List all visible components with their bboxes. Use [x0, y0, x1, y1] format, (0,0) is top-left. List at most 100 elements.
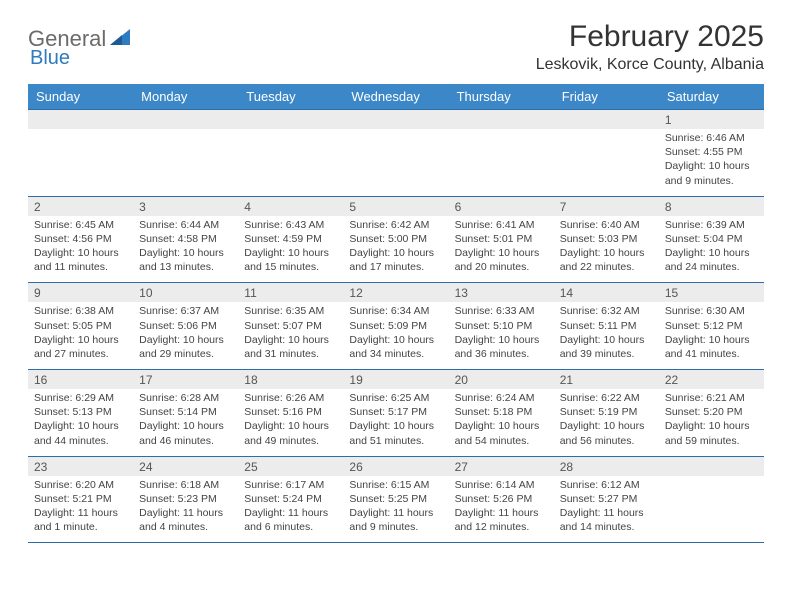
daylight-text-2: and 17 minutes. — [349, 260, 442, 274]
sunrise-text: Sunrise: 6:29 AM — [34, 391, 127, 405]
sunrise-text: Sunrise: 6:26 AM — [244, 391, 337, 405]
day-number: 28 — [554, 457, 659, 476]
day-cell — [28, 129, 133, 196]
sunset-text: Sunset: 5:07 PM — [244, 319, 337, 333]
sunset-text: Sunset: 5:00 PM — [349, 232, 442, 246]
day-number: 15 — [659, 283, 764, 302]
day-number-row: 9101112131415 — [28, 283, 764, 302]
day-cell: Sunrise: 6:43 AMSunset: 4:59 PMDaylight:… — [238, 216, 343, 283]
day-cell: Sunrise: 6:35 AMSunset: 5:07 PMDaylight:… — [238, 302, 343, 369]
sunset-text: Sunset: 5:14 PM — [139, 405, 232, 419]
daylight-text-2: and 29 minutes. — [139, 347, 232, 361]
day-number: 19 — [343, 370, 448, 389]
sunset-text: Sunset: 4:56 PM — [34, 232, 127, 246]
daylight-text-2: and 59 minutes. — [665, 434, 758, 448]
sunset-text: Sunset: 5:23 PM — [139, 492, 232, 506]
page-header: General February 2025 Leskovik, Korce Co… — [28, 20, 764, 74]
day-number — [449, 110, 554, 129]
day-number: 3 — [133, 197, 238, 216]
daylight-text-2: and 51 minutes. — [349, 434, 442, 448]
day-header-tue: Tuesday — [238, 84, 343, 109]
day-cell — [238, 129, 343, 196]
sunset-text: Sunset: 5:27 PM — [560, 492, 653, 506]
daylight-text-1: Daylight: 10 hours — [349, 246, 442, 260]
day-number — [238, 110, 343, 129]
daylight-text-2: and 46 minutes. — [139, 434, 232, 448]
daylight-text-2: and 44 minutes. — [34, 434, 127, 448]
daylight-text-1: Daylight: 10 hours — [560, 419, 653, 433]
day-cell: Sunrise: 6:20 AMSunset: 5:21 PMDaylight:… — [28, 476, 133, 543]
sunrise-text: Sunrise: 6:18 AM — [139, 478, 232, 492]
sunrise-text: Sunrise: 6:21 AM — [665, 391, 758, 405]
sunset-text: Sunset: 4:58 PM — [139, 232, 232, 246]
daylight-text-1: Daylight: 11 hours — [455, 506, 548, 520]
day-header-thu: Thursday — [449, 84, 554, 109]
day-cell: Sunrise: 6:46 AMSunset: 4:55 PMDaylight:… — [659, 129, 764, 196]
day-cell: Sunrise: 6:12 AMSunset: 5:27 PMDaylight:… — [554, 476, 659, 543]
day-number: 10 — [133, 283, 238, 302]
sunset-text: Sunset: 4:55 PM — [665, 145, 758, 159]
daylight-text-2: and 31 minutes. — [244, 347, 337, 361]
daylight-text-1: Daylight: 10 hours — [560, 333, 653, 347]
sunrise-text: Sunrise: 6:34 AM — [349, 304, 442, 318]
daylight-text-2: and 22 minutes. — [560, 260, 653, 274]
daylight-text-1: Daylight: 11 hours — [34, 506, 127, 520]
daylight-text-2: and 20 minutes. — [455, 260, 548, 274]
day-cell: Sunrise: 6:45 AMSunset: 4:56 PMDaylight:… — [28, 216, 133, 283]
day-number: 12 — [343, 283, 448, 302]
calendar-page: General February 2025 Leskovik, Korce Co… — [0, 0, 792, 563]
day-number: 17 — [133, 370, 238, 389]
day-cell: Sunrise: 6:33 AMSunset: 5:10 PMDaylight:… — [449, 302, 554, 369]
calendar-week: 9101112131415Sunrise: 6:38 AMSunset: 5:0… — [28, 283, 764, 370]
sunset-text: Sunset: 5:06 PM — [139, 319, 232, 333]
sunrise-text: Sunrise: 6:42 AM — [349, 218, 442, 232]
day-number: 25 — [238, 457, 343, 476]
day-number: 26 — [343, 457, 448, 476]
calendar-week: 2345678Sunrise: 6:45 AMSunset: 4:56 PMDa… — [28, 197, 764, 284]
day-number: 8 — [659, 197, 764, 216]
sunrise-text: Sunrise: 6:39 AM — [665, 218, 758, 232]
daylight-text-2: and 15 minutes. — [244, 260, 337, 274]
day-number — [343, 110, 448, 129]
sunrise-text: Sunrise: 6:45 AM — [34, 218, 127, 232]
calendar-week: 1Sunrise: 6:46 AMSunset: 4:55 PMDaylight… — [28, 109, 764, 197]
sunrise-text: Sunrise: 6:12 AM — [560, 478, 653, 492]
day-data-row: Sunrise: 6:29 AMSunset: 5:13 PMDaylight:… — [28, 389, 764, 456]
day-number: 6 — [449, 197, 554, 216]
day-cell: Sunrise: 6:18 AMSunset: 5:23 PMDaylight:… — [133, 476, 238, 543]
daylight-text-2: and 49 minutes. — [244, 434, 337, 448]
sunset-text: Sunset: 5:11 PM — [560, 319, 653, 333]
day-number: 23 — [28, 457, 133, 476]
day-cell: Sunrise: 6:17 AMSunset: 5:24 PMDaylight:… — [238, 476, 343, 543]
daylight-text-2: and 27 minutes. — [34, 347, 127, 361]
day-cell: Sunrise: 6:41 AMSunset: 5:01 PMDaylight:… — [449, 216, 554, 283]
sunset-text: Sunset: 5:04 PM — [665, 232, 758, 246]
day-cell: Sunrise: 6:42 AMSunset: 5:00 PMDaylight:… — [343, 216, 448, 283]
logo-sail-icon — [108, 27, 132, 52]
sunset-text: Sunset: 5:17 PM — [349, 405, 442, 419]
sunset-text: Sunset: 5:03 PM — [560, 232, 653, 246]
daylight-text-1: Daylight: 10 hours — [244, 333, 337, 347]
month-title: February 2025 — [536, 20, 764, 54]
day-number-row: 232425262728 — [28, 457, 764, 476]
daylight-text-1: Daylight: 10 hours — [349, 333, 442, 347]
daylight-text-1: Daylight: 10 hours — [139, 333, 232, 347]
day-number: 16 — [28, 370, 133, 389]
daylight-text-1: Daylight: 10 hours — [34, 419, 127, 433]
calendar-day-header: Sunday Monday Tuesday Wednesday Thursday… — [28, 84, 764, 109]
daylight-text-1: Daylight: 10 hours — [560, 246, 653, 260]
sunset-text: Sunset: 5:01 PM — [455, 232, 548, 246]
daylight-text-2: and 56 minutes. — [560, 434, 653, 448]
daylight-text-2: and 36 minutes. — [455, 347, 548, 361]
sunset-text: Sunset: 5:26 PM — [455, 492, 548, 506]
day-cell: Sunrise: 6:37 AMSunset: 5:06 PMDaylight:… — [133, 302, 238, 369]
logo-word-2-wrap: Blue — [30, 47, 70, 70]
daylight-text-2: and 9 minutes. — [349, 520, 442, 534]
daylight-text-2: and 12 minutes. — [455, 520, 548, 534]
day-header-fri: Friday — [554, 84, 659, 109]
day-cell: Sunrise: 6:22 AMSunset: 5:19 PMDaylight:… — [554, 389, 659, 456]
day-cell: Sunrise: 6:34 AMSunset: 5:09 PMDaylight:… — [343, 302, 448, 369]
daylight-text-2: and 6 minutes. — [244, 520, 337, 534]
day-cell — [343, 129, 448, 196]
sunrise-text: Sunrise: 6:35 AM — [244, 304, 337, 318]
